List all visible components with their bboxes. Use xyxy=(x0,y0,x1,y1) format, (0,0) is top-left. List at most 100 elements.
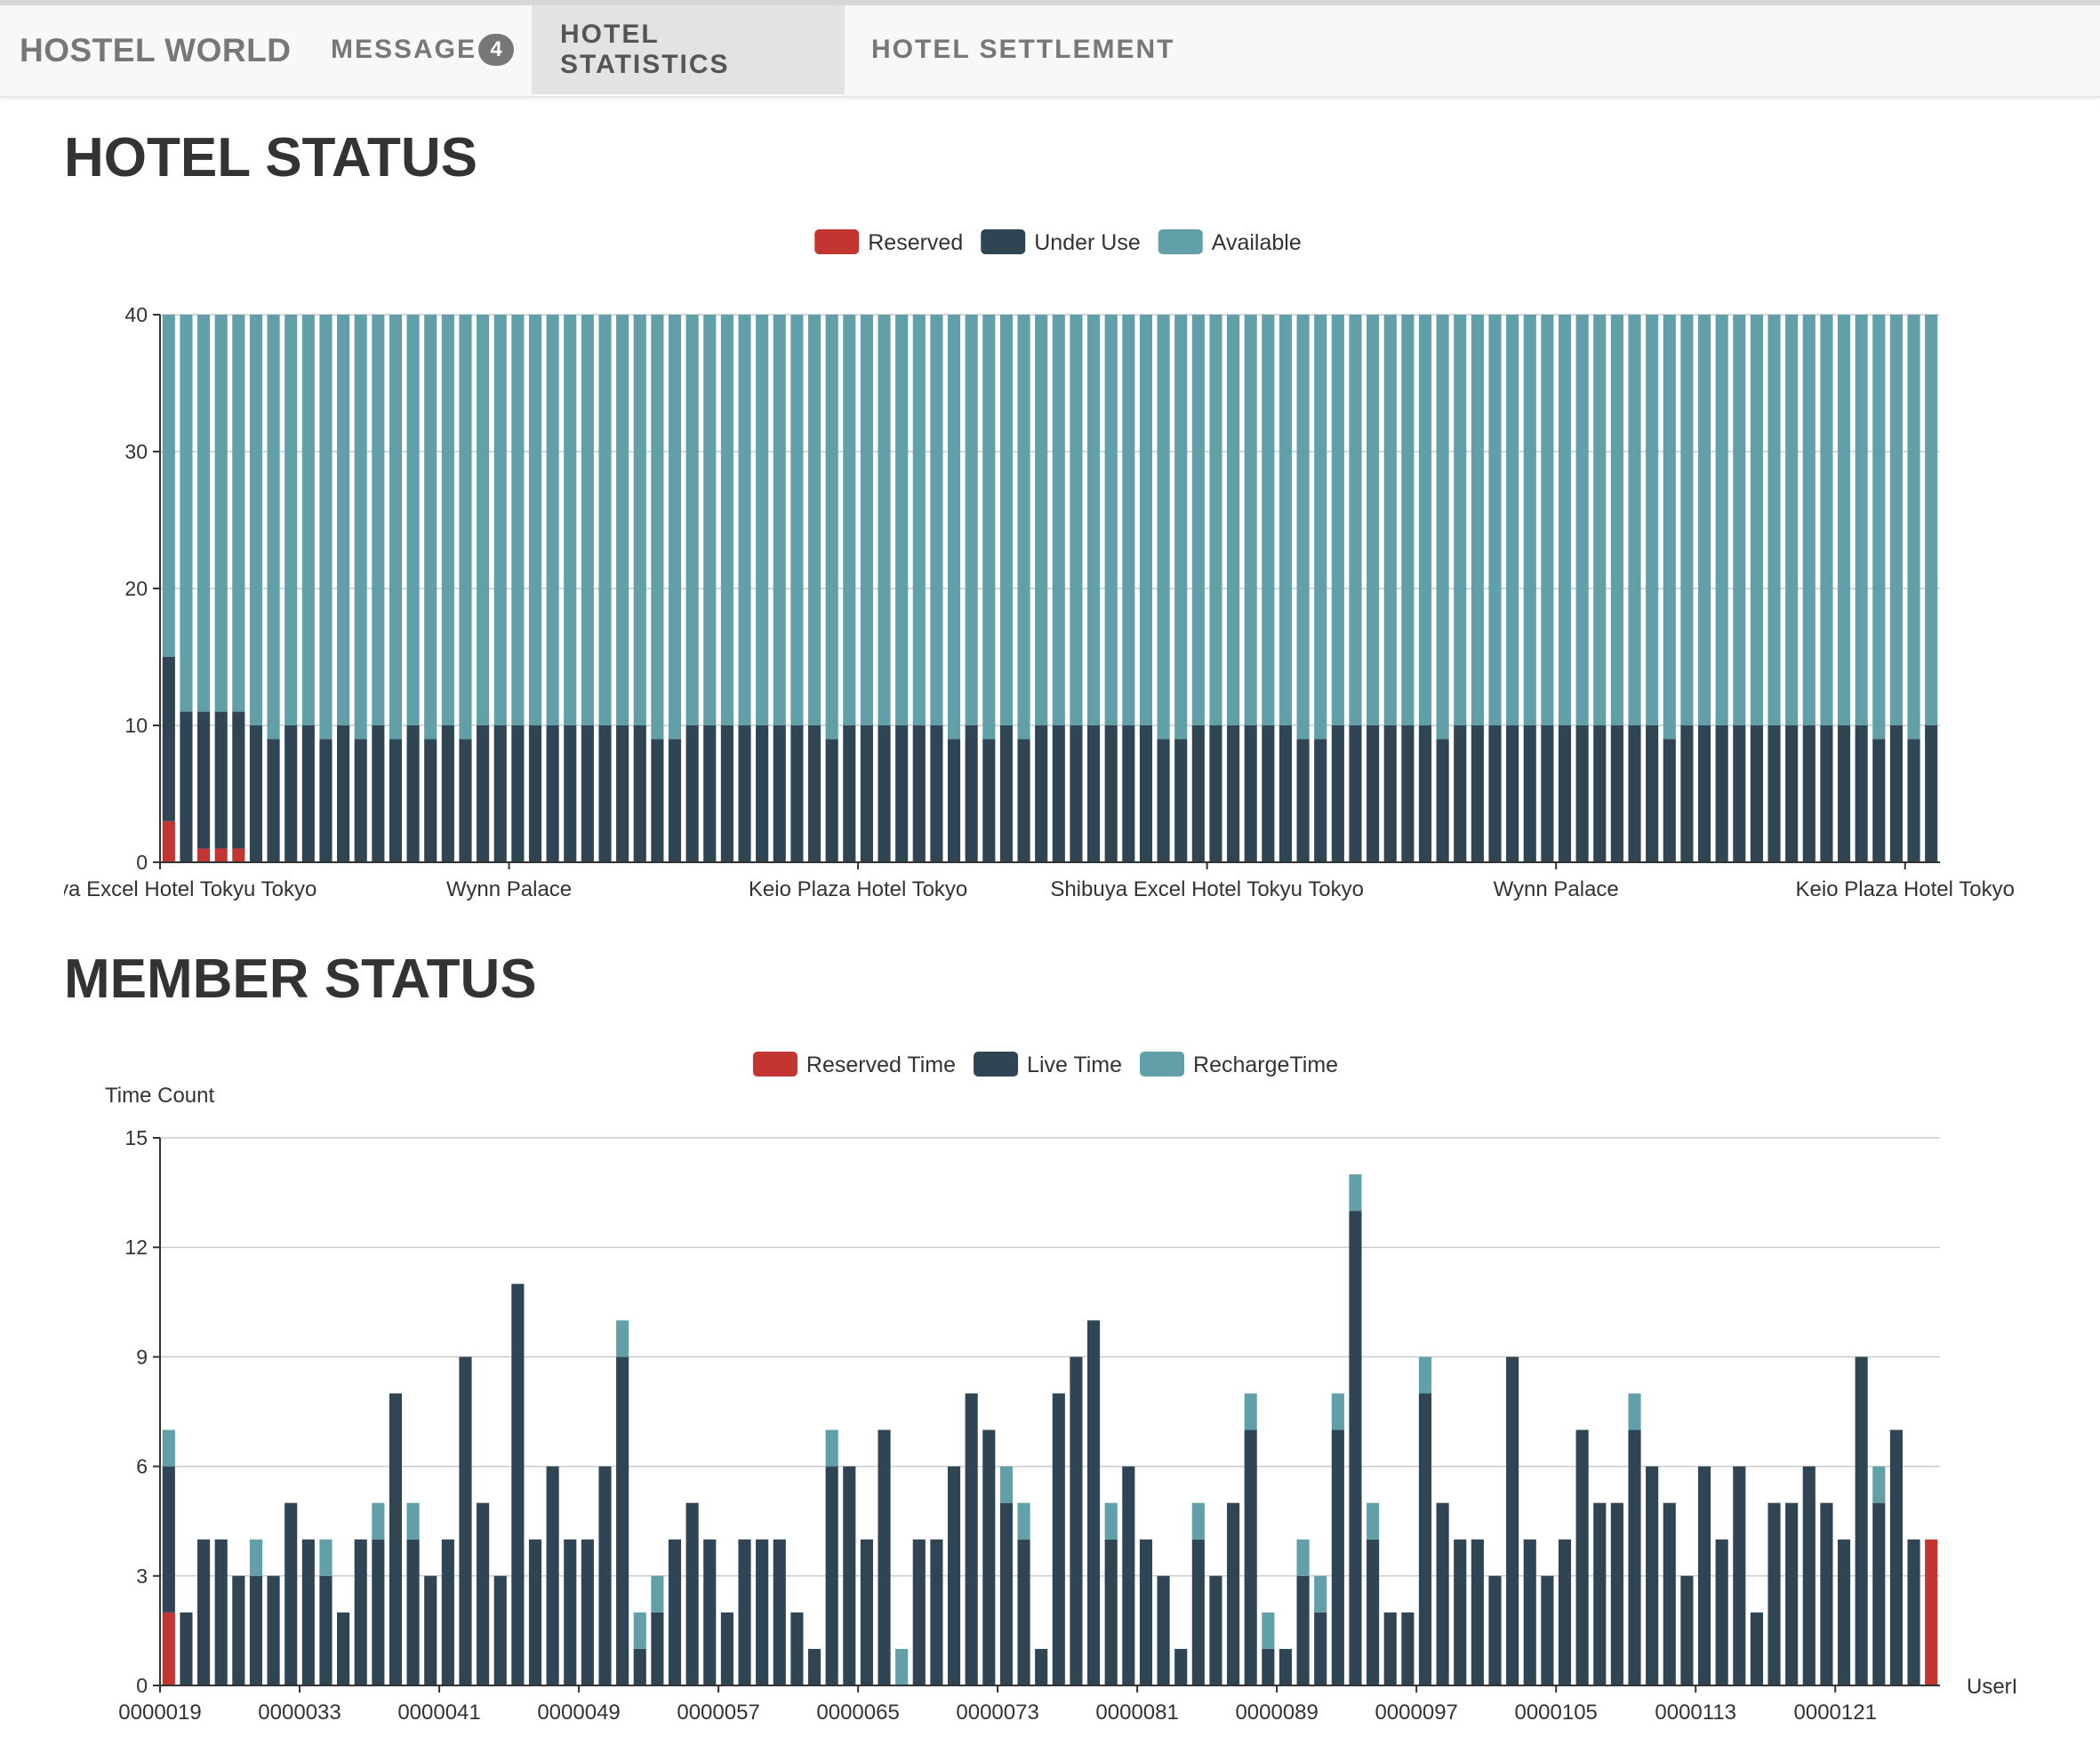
bar-segment xyxy=(843,725,856,862)
y-tick-label: 3 xyxy=(136,1565,148,1588)
bar-segment xyxy=(1733,1466,1746,1685)
bar-segment xyxy=(1820,315,1833,725)
bar-segment xyxy=(1820,725,1833,862)
bar-segment xyxy=(389,1393,403,1685)
bar-segment xyxy=(389,739,403,862)
bar-segment xyxy=(1349,725,1362,862)
bar-segment xyxy=(162,1466,175,1613)
legend-label: Reserved Time xyxy=(806,1053,956,1077)
bar-segment xyxy=(1262,725,1275,862)
bar-segment xyxy=(1680,315,1694,725)
bar-segment xyxy=(1646,725,1659,862)
x-tick-label: Keio Plaza Hotel Tokyo xyxy=(1796,877,2015,901)
bar-segment xyxy=(1628,725,1641,862)
legend-item[interactable]: Live Time xyxy=(974,1052,1122,1077)
legend-item[interactable]: RechargeTime xyxy=(1140,1052,1338,1077)
nav-item-hotel-settlement[interactable]: HOTEL SETTLEMENT xyxy=(843,5,1203,94)
bar-segment xyxy=(1855,315,1868,725)
legend-item[interactable]: Under Use xyxy=(981,229,1141,255)
x-tick-label: 0000097 xyxy=(1375,1701,1457,1725)
bar-segment xyxy=(249,1539,263,1576)
bar-segment xyxy=(616,1320,629,1357)
bar-segment xyxy=(685,1502,699,1685)
bar-segment xyxy=(1104,1502,1118,1540)
bar-segment xyxy=(1244,725,1257,862)
x-tick-label: 0000081 xyxy=(1095,1701,1178,1725)
bar-segment xyxy=(493,725,507,862)
bar-segment xyxy=(685,725,699,862)
bar-segment xyxy=(756,315,769,725)
bar-segment xyxy=(825,739,838,862)
y-tick-label: 15 xyxy=(124,1126,148,1149)
bar-segment xyxy=(1802,1466,1815,1685)
bar-segment xyxy=(1837,315,1851,725)
bar-segment xyxy=(197,848,211,862)
bar-segment xyxy=(564,725,577,862)
bar-segment xyxy=(285,725,298,862)
y-tick-label: 40 xyxy=(124,303,148,326)
legend-swatch xyxy=(981,229,1026,254)
bar-segment xyxy=(1401,315,1415,725)
bar-segment xyxy=(651,739,664,862)
bar-segment xyxy=(1191,725,1205,862)
bar-segment xyxy=(738,725,751,862)
bar-segment xyxy=(1436,315,1449,740)
bar-segment xyxy=(1104,1539,1118,1685)
bar-segment xyxy=(1017,1539,1030,1685)
y-tick-label: 6 xyxy=(136,1455,148,1478)
bar-segment xyxy=(1593,315,1607,725)
bar-segment xyxy=(668,1539,682,1685)
bar-segment xyxy=(1733,725,1746,862)
x-tick-label: 0000105 xyxy=(1514,1701,1597,1725)
legend-label: Live Time xyxy=(1027,1053,1122,1077)
bar-segment xyxy=(1017,1502,1030,1540)
bar-segment xyxy=(1278,1648,1293,1685)
bar-segment xyxy=(1314,1612,1327,1685)
bar-segment xyxy=(1575,725,1589,862)
bar-segment xyxy=(1837,725,1851,862)
bar-segment xyxy=(372,1539,385,1685)
window-top-border xyxy=(0,0,2100,5)
bar-segment xyxy=(267,739,280,862)
bar-segment xyxy=(1855,1357,1868,1685)
bar-segment xyxy=(912,315,926,725)
bar-segment xyxy=(790,725,804,862)
nav-item-message[interactable]: MESSAGE 4 xyxy=(302,5,542,94)
bar-segment xyxy=(180,711,193,862)
bar-segment xyxy=(1680,725,1694,862)
y-axis-title: Time Count xyxy=(105,1084,214,1108)
x-tick-label: 0000041 xyxy=(397,1701,480,1725)
bar-segment xyxy=(616,1357,629,1685)
legend-item[interactable]: Available xyxy=(1158,229,1302,255)
bar-segment xyxy=(1837,1539,1851,1685)
bar-segment xyxy=(1802,315,1815,725)
brand-logo[interactable]: HOSTEL WORLD xyxy=(20,32,292,68)
bar-segment xyxy=(895,725,909,862)
bar-segment xyxy=(1331,1393,1344,1430)
bar-segment xyxy=(1872,1466,1886,1503)
bar-segment xyxy=(1558,1539,1572,1685)
bar-segment xyxy=(895,315,909,725)
bar-segment xyxy=(581,725,594,862)
bar-segment xyxy=(1278,315,1293,725)
bar-segment xyxy=(1035,1648,1048,1685)
bar-segment xyxy=(285,1502,298,1685)
bar-segment xyxy=(807,1648,822,1685)
bar-segment xyxy=(1907,739,1920,862)
x-tick-label: Wynn Palace xyxy=(446,877,572,901)
legend-item[interactable]: Reserved xyxy=(814,229,963,255)
bar-segment xyxy=(267,315,280,740)
bar-segment xyxy=(1052,725,1065,862)
bar-segment xyxy=(1296,739,1310,862)
bar-segment xyxy=(1383,1612,1397,1685)
bar-segment xyxy=(372,1502,385,1540)
legend-item[interactable]: Reserved Time xyxy=(752,1052,956,1077)
bar-segment xyxy=(1209,315,1222,725)
bar-segment xyxy=(965,315,978,725)
bar-segment xyxy=(1209,1575,1222,1685)
bar-segment xyxy=(528,1539,542,1685)
bar-segment xyxy=(965,725,978,862)
bar-segment xyxy=(162,1612,175,1685)
bar-segment xyxy=(1680,1575,1694,1685)
nav-item-hotel-statistics[interactable]: HOTEL STATISTICS xyxy=(532,5,845,94)
